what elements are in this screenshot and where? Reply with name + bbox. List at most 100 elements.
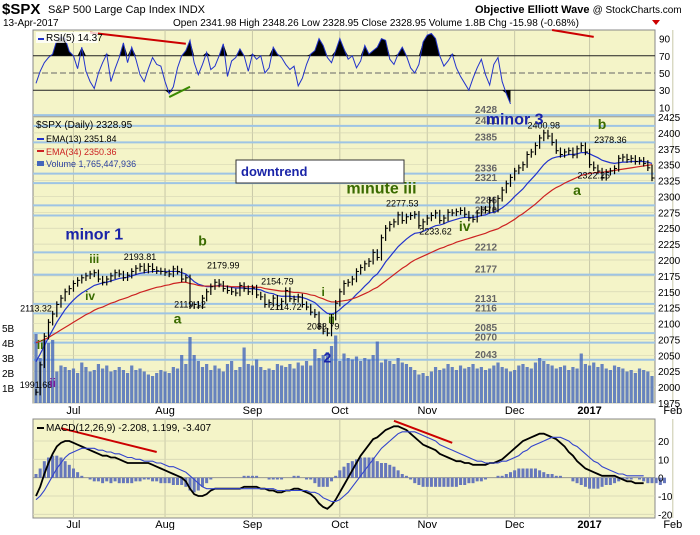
wave-label: b (598, 116, 607, 132)
macd-histogram-bar (55, 455, 59, 478)
ema34-legend-text: EMA(34) 2350.36 (46, 147, 117, 157)
macd-histogram-bar (596, 477, 600, 489)
macd-histogram-bar (163, 477, 167, 484)
volume-bar (42, 340, 46, 403)
macd-histogram-bar (500, 475, 504, 478)
price-tick-label: 2275 (658, 208, 681, 219)
rsi-overbought-fill (36, 33, 511, 56)
volume-bar (167, 373, 171, 403)
price-annotation: 2114.72 (270, 302, 302, 312)
macd-histogram-bar (579, 477, 583, 485)
macd-histogram-bar (438, 477, 442, 487)
volume-bar (438, 370, 442, 403)
price-tick-label: 2100 (658, 320, 681, 331)
macd-histogram-bar (171, 477, 175, 485)
volume-bar (517, 365, 521, 403)
volume-bar (384, 359, 388, 403)
macd-histogram-bar (658, 477, 662, 485)
volume-bar (646, 371, 650, 403)
macd-histogram-bar (583, 477, 587, 487)
macd-histogram-bar (504, 474, 508, 478)
macd-line-1 (35, 431, 644, 503)
price-annotation: 2277.53 (386, 198, 419, 208)
volume-bar (533, 362, 538, 403)
volume-bar (200, 367, 205, 403)
volume-bar (354, 356, 359, 403)
volume-bar (421, 373, 425, 403)
volume-bar (413, 370, 417, 403)
price-tick-label: 2000 (658, 383, 681, 394)
volume-bar (471, 364, 475, 403)
volume-bar (250, 365, 255, 403)
volume-bar (309, 365, 313, 403)
rsi-trendline-1 (89, 31, 186, 45)
volume-bar (84, 367, 88, 403)
volume-bar (467, 367, 471, 403)
macd-histogram-bar (367, 457, 371, 478)
macd-histogram-bar (113, 477, 117, 482)
volume-tick-label: 5B (2, 324, 15, 335)
volume-bar (55, 371, 59, 403)
volume-bar (80, 362, 84, 403)
macd-histogram-bar (521, 468, 525, 478)
x-tick-label-3: Oct (331, 405, 348, 417)
volume-bar (63, 367, 67, 403)
volume-bar (633, 373, 637, 403)
price-tick-label: 1975 (658, 399, 681, 410)
macd-histogram-bar (542, 472, 546, 478)
macd-histogram-bar (42, 461, 46, 478)
macd-histogram-bar (292, 475, 296, 478)
volume-bar (275, 364, 280, 403)
ema-line-1 (35, 151, 653, 362)
fib-level-label: 2085 (475, 323, 498, 334)
macd-trendline-1 (60, 427, 157, 453)
price-annotation: 2322.25 (577, 170, 610, 180)
wave-label: iv (85, 289, 95, 303)
volume-bar (279, 365, 284, 403)
price-tick-label: 2075 (658, 335, 681, 346)
macd-tick-label: 10 (658, 455, 670, 466)
volume-legend-text: Volume 1,765,447,936 (46, 159, 136, 169)
x-tick-label-2: Sep (243, 405, 263, 417)
volume-bar (492, 365, 496, 403)
rsi-tick-label: 50 (659, 69, 671, 80)
macd-histogram-bar (434, 477, 438, 487)
volume-bar (392, 364, 396, 403)
volume-bar (92, 370, 96, 403)
volume-bar (617, 367, 621, 403)
macd-tick-label: 20 (658, 437, 670, 448)
volume-bar (221, 371, 225, 403)
macd-histogram-bar (200, 477, 204, 487)
volume-bar (263, 370, 267, 403)
axis-labels: Jul Jul Aug Aug Sep Sep Oct Oct Nov Nov Dec Dec 2017… (2, 35, 682, 531)
wave-label: a (174, 311, 182, 327)
macd-histogram-bar (96, 477, 100, 482)
volume-bar (571, 367, 575, 403)
macd-histogram-bar (421, 477, 425, 487)
volume-bar (246, 364, 250, 403)
rsi-legend: RSI(5) 14.37 (36, 32, 103, 44)
macd-histogram-bar (88, 477, 92, 480)
macd-series (34, 419, 666, 510)
rsi-trendline-2 (551, 29, 594, 38)
x-tick-label-bottom-0: Jul (66, 519, 80, 530)
fib-level-label: 2131 (475, 294, 498, 305)
macd-histogram-bar (275, 477, 279, 480)
price-tick-label: 2200 (658, 256, 681, 267)
volume-bar (76, 373, 80, 403)
fib-level-label: 2411 (475, 116, 497, 127)
macd-histogram-bar (334, 475, 338, 478)
volume-bar (446, 364, 450, 403)
volume-bar (192, 355, 196, 403)
volume-bar (546, 364, 550, 403)
macd-histogram-bar (46, 457, 50, 478)
volume-bar (567, 370, 571, 403)
volume-bar (105, 365, 109, 403)
macd-histogram-bar (425, 477, 429, 487)
x-tick-label-bottom-5: Dec (505, 519, 525, 530)
macd-histogram-bar (392, 466, 396, 478)
wave-label: a (573, 182, 581, 198)
volume-bar (488, 368, 492, 403)
macd-histogram-bar (280, 477, 284, 480)
macd-histogram-bar (413, 477, 417, 484)
